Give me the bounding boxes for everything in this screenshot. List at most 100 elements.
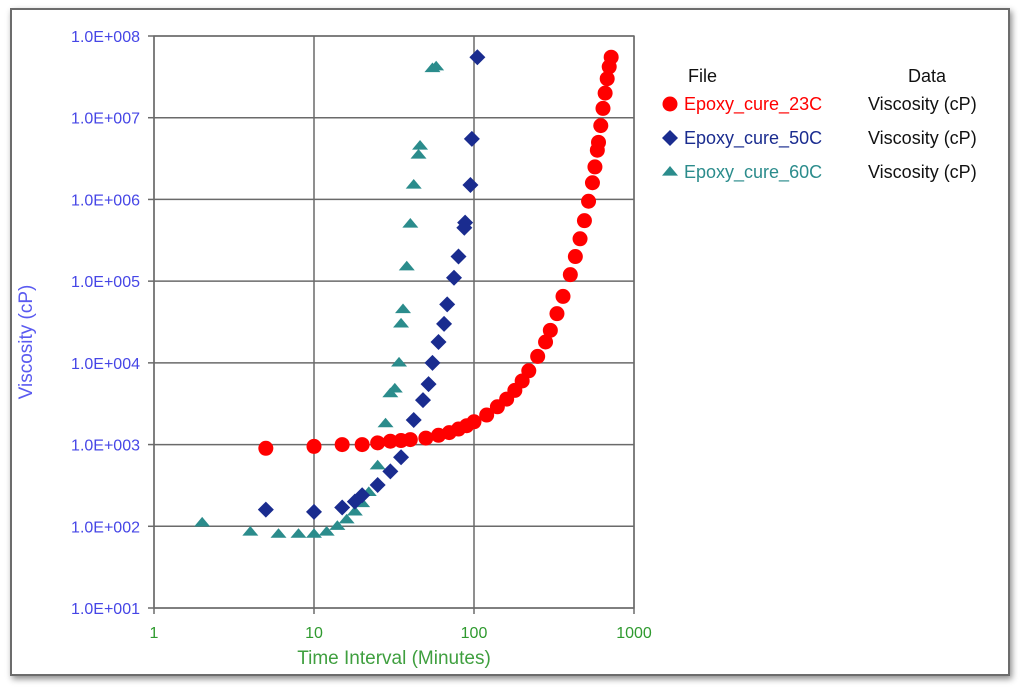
gridlines <box>153 35 635 609</box>
series-Epoxy_cure_60C <box>194 60 445 538</box>
legend-series-data: Viscosity (cP) <box>868 128 977 148</box>
data-point-circle <box>479 407 495 423</box>
legend-item: Epoxy_cure_60C Viscosity (cP) <box>662 162 977 183</box>
data-point-circle <box>370 435 386 451</box>
x-axis-title: Time Interval (Minutes) <box>297 648 491 669</box>
y-tick-label: 1.0E+004 <box>71 356 140 373</box>
legend-item: Epoxy_cure_23C Viscosity (cP) <box>662 94 977 115</box>
data-point-circle <box>258 440 274 456</box>
y-tick-label: 1.0E+007 <box>71 111 140 128</box>
data-point-diamond <box>257 501 274 518</box>
legend-series-name: Epoxy_cure_60C <box>684 162 822 183</box>
data-point-circle <box>530 348 546 364</box>
data-point-triangle <box>329 520 346 530</box>
data-point-triangle <box>290 528 307 538</box>
legend-header-data: Data <box>908 66 947 86</box>
data-point-circle <box>549 306 565 322</box>
x-tick-label: 1000 <box>616 625 652 642</box>
data-point-triangle <box>318 526 335 536</box>
data-point-diamond <box>430 333 447 350</box>
data-point-diamond <box>354 487 371 504</box>
legend-header-file: File <box>688 66 717 86</box>
data-point-circle <box>382 433 398 449</box>
y-axis-ticks: 1.0E+001 1.0E+002 1.0E+003 1.0E+004 1.0E+005… <box>71 29 154 618</box>
y-tick-label: 1.0E+005 <box>71 274 140 291</box>
data-point-triangle <box>395 303 412 314</box>
data-point-triangle <box>412 140 429 150</box>
data-point-circle <box>402 432 418 448</box>
data-point-triangle <box>402 218 419 228</box>
data-point-circle <box>587 159 603 175</box>
data-point-circle <box>595 100 611 116</box>
y-tick-label: 1.0E+001 <box>71 601 140 618</box>
legend-marker-circle <box>662 96 678 112</box>
data-point-triangle <box>391 356 408 367</box>
series-Epoxy_cure_23C <box>258 49 619 456</box>
data-point-triangle <box>377 417 394 428</box>
data-point-triangle <box>386 382 403 393</box>
data-point-triangle <box>338 513 355 524</box>
data-point-circle <box>576 213 592 229</box>
data-point-circle <box>567 249 583 265</box>
data-point-diamond <box>420 376 437 393</box>
data-point-diamond <box>393 449 410 466</box>
data-point-triangle <box>306 528 322 538</box>
data-point-circle <box>418 430 434 446</box>
data-point-triangle <box>270 528 287 538</box>
legend: File Data Epoxy_cure_23C Viscosity (cP)Ep… <box>662 66 977 183</box>
data-point-circle <box>466 414 482 430</box>
data-point-circle <box>562 267 578 283</box>
plot-area <box>153 35 635 609</box>
data-point-diamond <box>382 463 399 480</box>
data-point-circle <box>572 231 588 247</box>
data-point-diamond <box>469 49 486 66</box>
data-point-triangle <box>194 516 211 527</box>
y-axis-title: Viscosity (cP) <box>16 285 37 400</box>
data-point-triangle <box>398 260 415 271</box>
viscosity-chart: 1 10 100 1000 1.0E+0011.0E+0021.0E+0031.0E+… <box>16 29 977 669</box>
data-point-diamond <box>424 354 441 371</box>
data-point-diamond <box>439 296 456 313</box>
x-axis-ticks: 1 10 100 1000 <box>150 608 652 642</box>
legend-marker-triangle <box>662 166 678 176</box>
x-tick-label: 10 <box>305 625 323 642</box>
data-point-triangle <box>428 60 445 71</box>
y-tick-label: 1.0E+008 <box>71 29 140 46</box>
data-point-triangle <box>405 179 422 189</box>
data-point-circle <box>593 118 609 134</box>
data-point-diamond <box>446 269 463 286</box>
data-point-triangle <box>242 526 259 536</box>
data-point-circle <box>354 437 370 453</box>
data-point-diamond <box>436 315 453 332</box>
data-point-triangle <box>410 148 427 159</box>
x-tick-label: 1 <box>150 625 159 642</box>
legend-item: Epoxy_cure_50C Viscosity (cP) <box>662 128 977 149</box>
data-point-circle <box>538 334 554 350</box>
legend-marker-diamond <box>662 130 678 146</box>
data-point-circle <box>603 49 619 65</box>
data-point-diamond <box>463 130 480 147</box>
legend-series-name: Epoxy_cure_23C <box>684 94 822 115</box>
data-point-diamond <box>369 477 386 494</box>
data-point-diamond <box>414 392 431 409</box>
data-point-circle <box>597 85 613 101</box>
data-point-triangle <box>393 317 410 328</box>
data-point-diamond <box>462 177 479 194</box>
data-point-triangle <box>369 459 386 470</box>
data-point-circle <box>584 175 600 191</box>
legend-series-data: Viscosity (cP) <box>868 94 977 114</box>
legend-series-name: Epoxy_cure_50C <box>684 128 822 149</box>
data-point-triangle <box>346 505 363 516</box>
data-points <box>194 49 619 538</box>
chart-frame: 1 10 100 1000 1.0E+001 1.0E+002 1.0E+003 1.0E+… <box>10 8 1010 676</box>
series-Epoxy_cure_50C <box>257 49 486 520</box>
plot-border <box>153 35 635 609</box>
data-point-diamond <box>457 214 474 231</box>
data-point-circle <box>591 134 607 150</box>
data-point-circle <box>306 438 322 454</box>
x-tick-label: 100 <box>461 625 488 642</box>
data-point-circle <box>334 437 350 453</box>
data-point-circle <box>599 71 615 87</box>
data-point-circle <box>521 363 537 379</box>
data-point-diamond <box>405 411 422 428</box>
